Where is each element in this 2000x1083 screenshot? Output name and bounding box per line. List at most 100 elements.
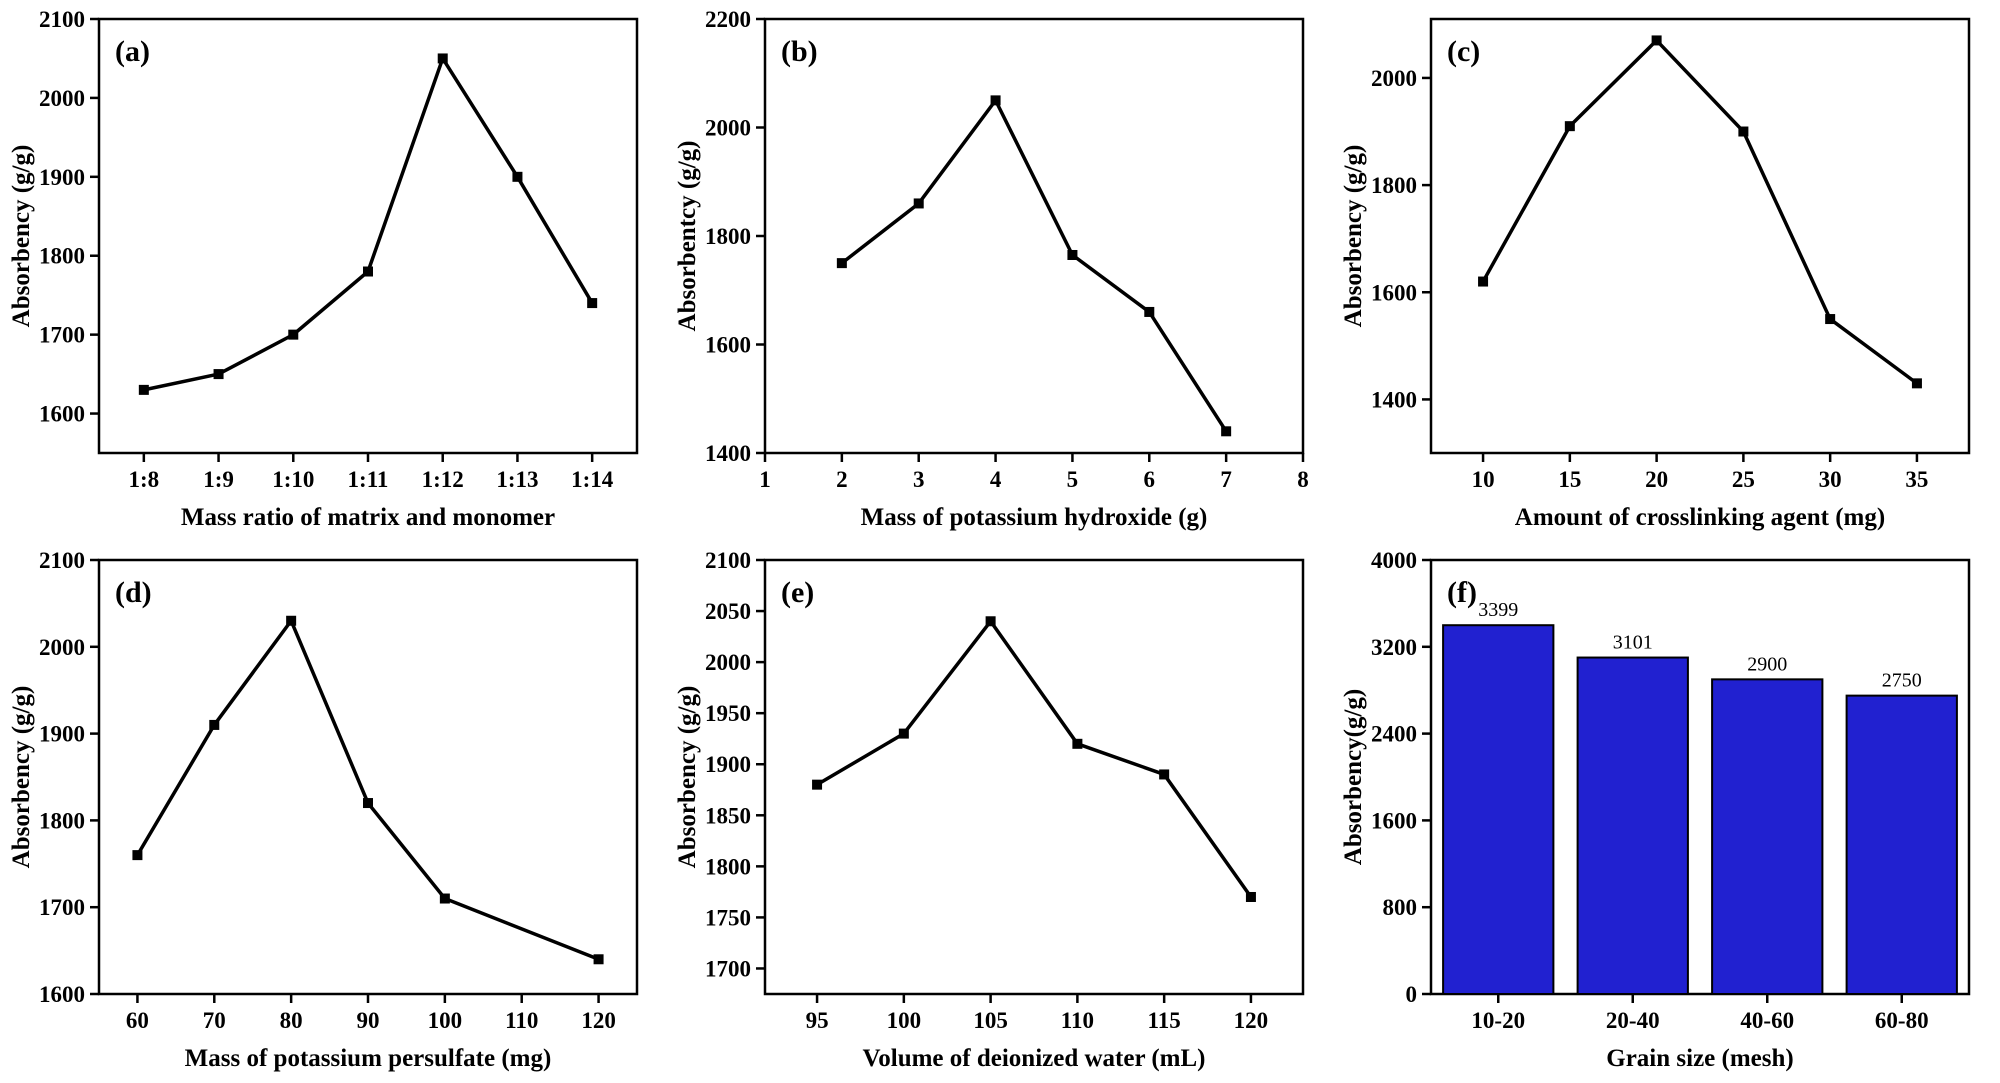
y-tick-label: 1600 <box>39 401 85 426</box>
x-tick-label: 7 <box>1220 467 1232 492</box>
x-tick-label: 6 <box>1144 467 1156 492</box>
data-point-marker <box>1564 120 1575 131</box>
data-point-marker <box>213 368 224 379</box>
y-tick-label: 1400 <box>705 441 751 466</box>
x-tick-label: 1:10 <box>272 467 314 492</box>
y-tick-label: 1850 <box>705 803 751 828</box>
bar-value-label: 2900 <box>1747 653 1787 675</box>
x-tick-label: 1 <box>759 467 771 492</box>
x-tick-label: 120 <box>1234 1008 1269 1033</box>
chart-f-svg: 0 800 1600 2400 3200 4000 10-20 3399 20-40 3101 40… <box>1335 541 1995 1082</box>
data-point-marker <box>286 615 297 626</box>
data-point-marker <box>1221 425 1232 436</box>
x-tick-label: 60 <box>126 1008 149 1033</box>
data-point-marker <box>363 266 373 277</box>
y-tick-label: 1750 <box>705 905 751 930</box>
panel-label: (e) <box>781 576 814 609</box>
y-axis-label: Absorbency (g/g) <box>674 685 701 868</box>
data-point-marker <box>898 728 909 739</box>
y-tick-label: 1700 <box>39 895 85 920</box>
plot-frame <box>763 558 1305 995</box>
y-axis-label: Absorbency(g/g) <box>1340 688 1367 864</box>
x-tick-label: 100 <box>887 1008 922 1033</box>
y-tick-label: 2000 <box>1371 65 1417 90</box>
y-tick-label: 2000 <box>39 634 85 659</box>
x-tick-label: 20-40 <box>1606 1008 1660 1033</box>
data-point-marker <box>587 297 598 308</box>
x-tick-label: 105 <box>973 1008 1008 1033</box>
bar-10-20 <box>1442 623 1555 995</box>
data-point-marker <box>132 849 143 860</box>
data-point-marker <box>913 197 924 208</box>
y-tick-label: 2200 <box>705 7 751 32</box>
x-tick-label: 100 <box>428 1008 463 1033</box>
x-tick-label: 60-80 <box>1875 1008 1929 1033</box>
x-axis-label: Amount of crosslinking agent (mg) <box>1515 504 1885 531</box>
data-point-marker <box>990 94 1001 105</box>
y-tick-label: 800 <box>1383 895 1418 920</box>
x-tick-label: 90 <box>357 1008 380 1033</box>
chart-e-svg: 1700 1750 1800 1850 1900 1950 2000 2050 2100 95 10… <box>669 541 1329 1082</box>
y-tick-label: 2100 <box>705 548 751 573</box>
y-tick-label: 1600 <box>1371 808 1417 833</box>
data-point-marker <box>138 384 149 395</box>
data-point-marker <box>209 719 220 730</box>
data-point-marker <box>985 615 996 626</box>
x-tick-label: 5 <box>1067 467 1079 492</box>
data-point-marker <box>1825 313 1836 324</box>
data-point-marker <box>512 171 523 182</box>
panel-label: (b) <box>781 35 818 68</box>
y-tick-label: 0 <box>1406 982 1418 1007</box>
data-point-marker <box>1651 34 1662 45</box>
y-tick-label: 2100 <box>39 7 85 32</box>
x-tick-label: 4 <box>990 467 1002 492</box>
y-tick-label: 1900 <box>39 721 85 746</box>
x-tick-label: 110 <box>505 1008 538 1033</box>
y-tick-label: 2100 <box>39 548 85 573</box>
y-tick-label: 1800 <box>1371 173 1417 198</box>
bar-20-40 <box>1576 656 1689 995</box>
y-tick-label: 3200 <box>1371 634 1417 659</box>
y-tick-label: 1800 <box>39 243 85 268</box>
y-axis-label: Absorbency (g/g) <box>8 685 35 868</box>
plot-frame <box>763 17 1305 454</box>
x-tick-label: 1:14 <box>571 467 614 492</box>
panel-label: (d) <box>115 576 152 609</box>
y-axis-label: Absorbentcy (g/g) <box>674 140 701 331</box>
x-axis-label: Mass of potassium persulfate (mg) <box>185 1045 552 1072</box>
data-point-marker <box>812 779 823 790</box>
y-tick-label: 1700 <box>705 956 751 981</box>
series-line <box>135 618 600 961</box>
y-tick-label: 2050 <box>705 599 751 624</box>
plot-frame <box>1429 558 1971 995</box>
data-point-marker <box>1144 306 1155 317</box>
series-line <box>840 98 1228 432</box>
panel-a: 1600 1700 1800 1900 2000 2100 1:8 1:9 1:10 1:11 1:… <box>0 0 666 541</box>
y-tick-label: 1800 <box>39 808 85 833</box>
x-axis-label: Volume of deionized water (mL) <box>862 1045 1205 1072</box>
x-tick-label: 1:8 <box>128 467 159 492</box>
bar-60-80 <box>1845 694 1958 995</box>
y-tick-label: 1600 <box>705 332 751 357</box>
x-tick-label: 1:12 <box>422 467 464 492</box>
x-tick-label: 20 <box>1645 467 1668 492</box>
x-tick-label: 10-20 <box>1471 1008 1525 1033</box>
data-point-marker <box>1072 738 1083 749</box>
x-axis-label: Mass ratio of matrix and monomer <box>181 504 555 531</box>
y-tick-label: 1600 <box>39 982 85 1007</box>
y-tick-label: 1800 <box>705 224 751 249</box>
y-tick-label: 2000 <box>39 85 85 110</box>
y-axis-label: Absorbency (g/g) <box>8 144 35 327</box>
y-tick-label: 1600 <box>1371 280 1417 305</box>
x-tick-label: 120 <box>581 1008 616 1033</box>
x-tick-label: 3 <box>913 467 925 492</box>
x-tick-label: 1:11 <box>348 467 389 492</box>
plot-frame <box>97 558 639 995</box>
panel-label: (a) <box>115 35 150 68</box>
data-point-marker <box>1245 891 1256 902</box>
y-axis-label: Absorbency (g/g) <box>1340 144 1367 327</box>
data-point-marker <box>1911 377 1922 388</box>
chart-a-svg: 1600 1700 1800 1900 2000 2100 1:8 1:9 1:10 1:11 1:… <box>3 0 663 541</box>
panel-b: 1400 1600 1800 2000 2200 1 2 3 4 5 6 7 8 Mass of pota… <box>666 0 1332 541</box>
